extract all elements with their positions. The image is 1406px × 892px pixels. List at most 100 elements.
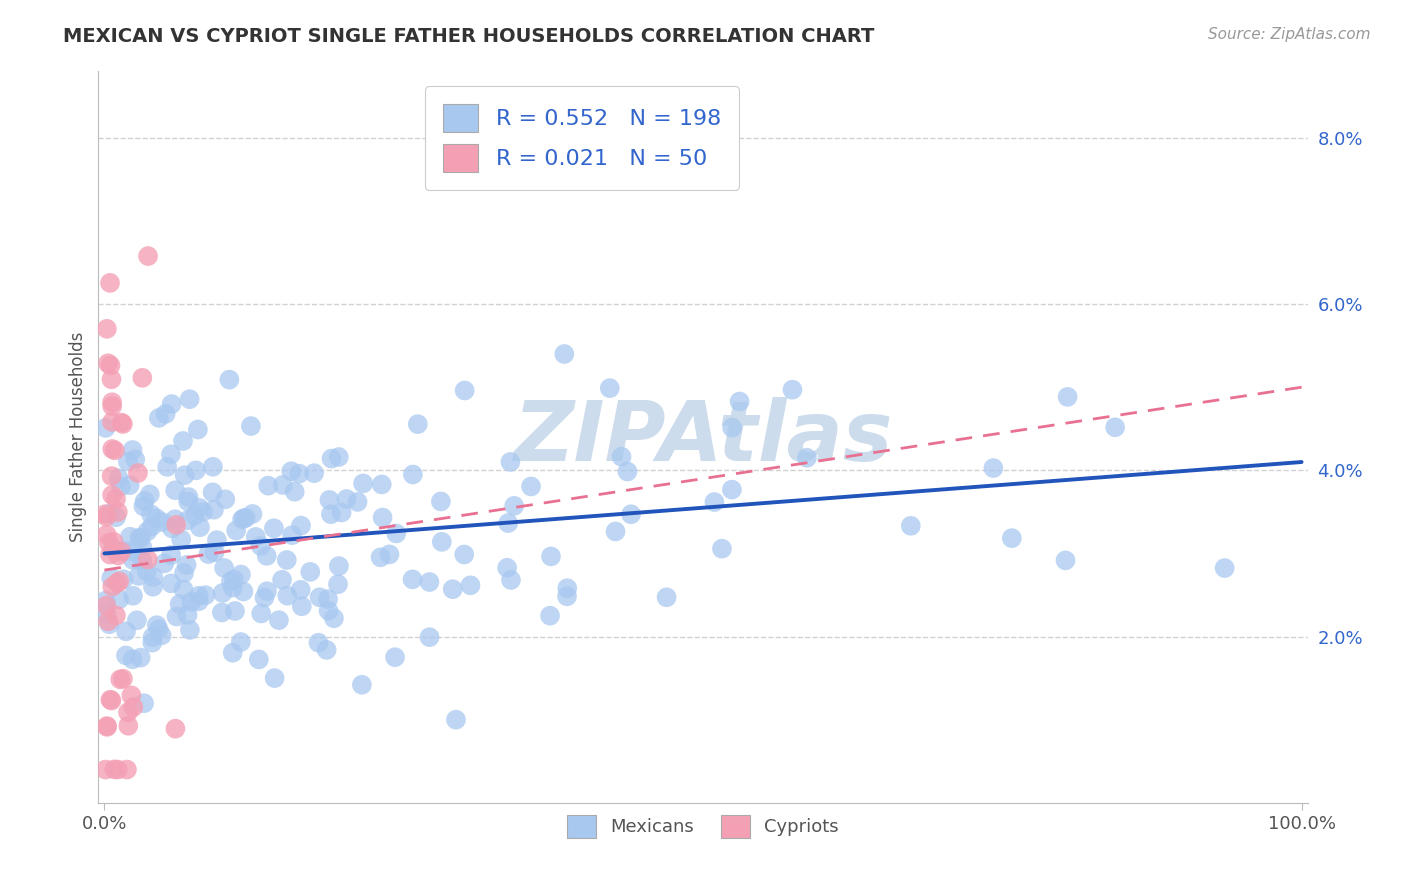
Point: [128, 569, 150, 583]
Point: [319, 507, 342, 521]
Point: [177, 490, 200, 504]
Point: [94, 421, 117, 435]
Y-axis label: Single Father Households: Single Father Households: [69, 332, 87, 542]
Point: [105, 510, 128, 524]
Point: [170, 533, 193, 547]
Point: [197, 547, 219, 561]
Point: [205, 533, 228, 548]
Point: [163, 512, 186, 526]
Point: [176, 558, 198, 572]
Point: [146, 618, 169, 632]
Point: [122, 700, 145, 714]
Point: [120, 689, 142, 703]
Point: [326, 577, 349, 591]
Point: [122, 589, 145, 603]
Point: [176, 607, 198, 622]
Point: [229, 635, 252, 649]
Point: [616, 465, 638, 479]
Point: [782, 383, 804, 397]
Point: [222, 646, 245, 660]
Point: [555, 589, 578, 603]
Point: [187, 423, 209, 437]
Point: [148, 622, 170, 636]
Point: [418, 574, 440, 589]
Point: [117, 719, 139, 733]
Point: [98, 617, 121, 632]
Point: [796, 450, 818, 465]
Point: [112, 572, 135, 586]
Point: [384, 650, 406, 665]
Point: [247, 652, 270, 666]
Point: [328, 559, 350, 574]
Point: [441, 582, 464, 597]
Point: [148, 411, 170, 425]
Point: [231, 512, 253, 526]
Point: [218, 373, 240, 387]
Point: [142, 580, 165, 594]
Point: [131, 554, 153, 568]
Point: [370, 550, 392, 565]
Point: [156, 459, 179, 474]
Point: [555, 581, 578, 595]
Point: [328, 450, 350, 464]
Point: [316, 592, 339, 607]
Point: [141, 519, 163, 533]
Point: [900, 518, 922, 533]
Point: [131, 371, 153, 385]
Point: [169, 597, 191, 611]
Point: [250, 607, 273, 621]
Point: [101, 542, 124, 557]
Point: [187, 594, 209, 608]
Legend: Mexicans, Cypriots: Mexicans, Cypriots: [560, 807, 846, 845]
Point: [291, 599, 314, 614]
Point: [111, 416, 134, 430]
Point: [350, 678, 373, 692]
Point: [121, 442, 143, 457]
Point: [120, 544, 142, 558]
Point: [402, 467, 425, 482]
Point: [150, 515, 173, 529]
Point: [219, 574, 242, 589]
Point: [98, 536, 121, 550]
Point: [1054, 553, 1077, 567]
Point: [142, 630, 165, 644]
Point: [307, 636, 329, 650]
Point: [96, 527, 118, 541]
Point: [117, 706, 139, 720]
Point: [101, 395, 124, 409]
Point: [280, 464, 302, 478]
Point: [94, 593, 117, 607]
Point: [271, 573, 294, 587]
Point: [110, 479, 132, 493]
Point: [129, 531, 152, 545]
Point: [135, 564, 157, 578]
Point: [98, 548, 121, 562]
Point: [117, 454, 139, 468]
Point: [134, 494, 156, 508]
Point: [212, 561, 235, 575]
Point: [127, 466, 149, 480]
Point: [166, 609, 188, 624]
Point: [553, 347, 575, 361]
Point: [110, 673, 132, 687]
Point: [173, 566, 195, 580]
Point: [222, 573, 245, 587]
Point: [107, 763, 129, 777]
Point: [101, 488, 124, 502]
Point: [346, 495, 368, 509]
Point: [1104, 420, 1126, 434]
Point: [101, 399, 124, 413]
Point: [132, 696, 155, 710]
Point: [125, 613, 148, 627]
Point: [160, 447, 183, 461]
Point: [430, 534, 453, 549]
Point: [139, 508, 162, 522]
Point: [211, 606, 233, 620]
Point: [256, 584, 278, 599]
Point: [721, 483, 744, 497]
Point: [136, 249, 159, 263]
Point: [96, 599, 118, 613]
Point: [1001, 531, 1024, 545]
Point: [103, 763, 125, 777]
Point: [101, 415, 124, 429]
